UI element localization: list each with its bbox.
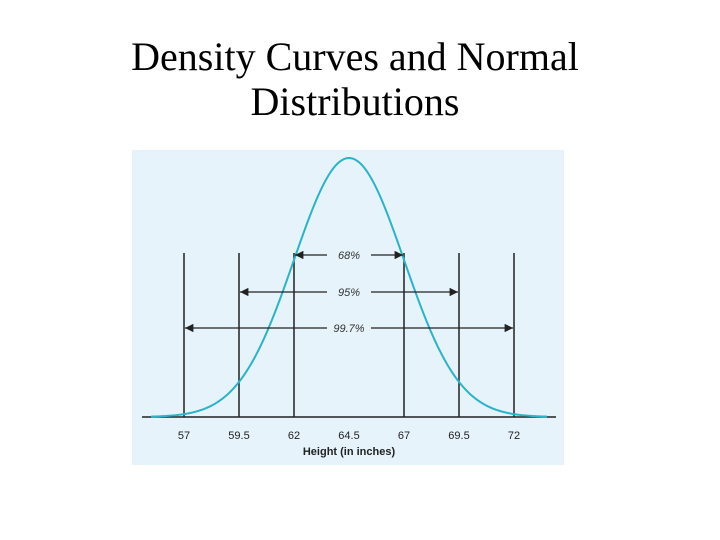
x-tick-label: 59.5 xyxy=(228,430,249,442)
slide-title-line-2: Distributions xyxy=(250,79,460,124)
normal-distribution-figure: 68% 95% 99.7% 57 59.5 62 64.5 67 69.5 72 Height … xyxy=(132,150,564,465)
x-tick-label: 64.5 xyxy=(338,430,359,442)
range-label: 95% xyxy=(338,287,360,299)
range-label: 68% xyxy=(338,250,360,262)
range-label: 99.7% xyxy=(333,323,364,335)
slide-title: Density Curves and Normal Distributions xyxy=(0,34,710,124)
density-curve xyxy=(150,156,548,418)
x-tick-label: 67 xyxy=(398,430,410,442)
slide-title-line-1: Density Curves and Normal xyxy=(131,34,579,79)
x-tick-label: 62 xyxy=(288,430,300,442)
normal-distribution-diagram: 68% 95% 99.7% 57 59.5 62 64.5 67 69.5 72 Height … xyxy=(142,156,556,458)
x-tick-label: 57 xyxy=(178,430,190,442)
x-axis-label: Height (in inches) xyxy=(303,446,396,458)
x-tick-label: 72 xyxy=(508,430,520,442)
x-tick-label: 69.5 xyxy=(448,430,469,442)
